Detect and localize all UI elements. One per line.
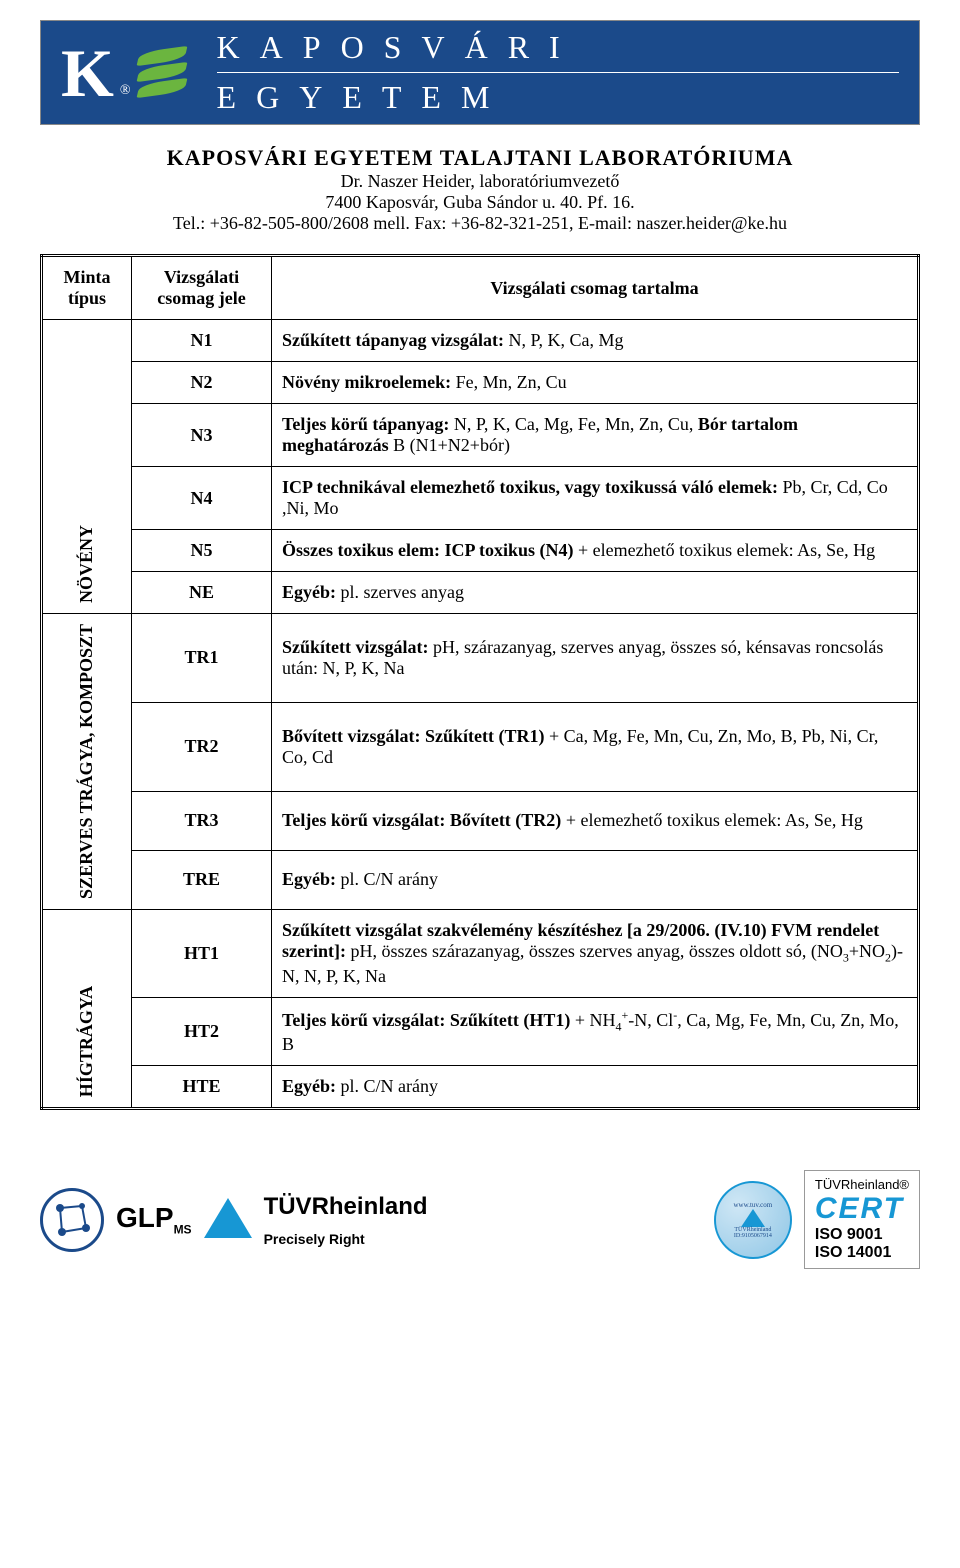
tuv-text-block: TÜVRheinland Precisely Right	[264, 1193, 428, 1247]
cert-label: CERT	[815, 1192, 909, 1226]
stamp-url: www.tuv.com	[733, 1201, 772, 1209]
lab-contact: Tel.: +36-82-505-800/2608 mell. Fax: +36…	[40, 213, 920, 234]
package-code: TR1	[132, 614, 272, 703]
package-code: TR2	[132, 702, 272, 791]
cert-iso1: ISO 9001	[815, 1226, 909, 1244]
package-description: ICP technikával elemezhető toxikus, vagy…	[272, 467, 919, 530]
package-code: HT2	[132, 997, 272, 1066]
group-label: NÖVÉNY	[42, 320, 132, 614]
tuv-triangle-icon	[204, 1198, 252, 1238]
logo-letter: K	[61, 39, 114, 107]
package-description: Teljes körű vizsgálat: Szűkített (HT1) +…	[272, 997, 919, 1066]
analysis-table: Minta típus Vizsgálati csomag jele Vizsg…	[40, 254, 920, 1110]
tuv-name: TÜVRheinland	[264, 1193, 428, 1221]
table-row: N2Növény mikroelemek: Fe, Mn, Zn, Cu	[42, 362, 919, 404]
package-code: HTE	[132, 1066, 272, 1109]
th-code: Vizsgálati csomag jele	[132, 256, 272, 320]
tuv-stamp-icon: www.tuv.com TÜVRheinland ID:9105067914	[714, 1181, 792, 1259]
banner-separator	[217, 72, 899, 73]
th-content: Vizsgálati csomag tartalma	[272, 256, 919, 320]
table-row: NÖVÉNYN1Szűkített tápanyag vizsgálat: N,…	[42, 320, 919, 362]
package-code: N4	[132, 467, 272, 530]
ke-logo: K ®	[61, 39, 187, 107]
table-row: TR3Teljes körű vizsgálat: Bővített (TR2)…	[42, 791, 919, 850]
cert-iso2: ISO 14001	[815, 1244, 909, 1262]
table-row: NEEgyéb: pl. szerves anyag	[42, 572, 919, 614]
tuv-triangle-block	[204, 1198, 252, 1242]
glp-label: GLP	[116, 1202, 174, 1233]
th-type: Minta típus	[42, 256, 132, 320]
lab-person: Dr. Naszer Heider, laboratóriumvezető	[40, 171, 920, 192]
package-description: Bővített vizsgálat: Szűkített (TR1) + Ca…	[272, 702, 919, 791]
glp-seal-icon	[40, 1188, 104, 1252]
package-description: Egyéb: pl. C/N arány	[272, 1066, 919, 1109]
table-row: SZERVES TRÁGYA, KOMPOSZTTR1Szűkített viz…	[42, 614, 919, 703]
table-row: N5Összes toxikus elem: ICP toxikus (N4) …	[42, 530, 919, 572]
table-row: N4ICP technikával elemezhető toxikus, va…	[42, 467, 919, 530]
letterhead: KAPOSVÁRI EGYETEM TALAJTANI LABORATÓRIUM…	[40, 145, 920, 234]
table-row: TR2Bővített vizsgálat: Szűkített (TR1) +…	[42, 702, 919, 791]
table-row: N3Teljes körű tápanyag: N, P, K, Ca, Mg,…	[42, 404, 919, 467]
package-code: N1	[132, 320, 272, 362]
package-code: N3	[132, 404, 272, 467]
banner-text: KAPOSVÁRI EGYETEM	[217, 29, 899, 116]
package-description: Egyéb: pl. szerves anyag	[272, 572, 919, 614]
lab-title: KAPOSVÁRI EGYETEM TALAJTANI LABORATÓRIUM…	[40, 145, 920, 171]
registered-mark: ®	[120, 83, 131, 99]
table-row: HTEEgyéb: pl. C/N arány	[42, 1066, 919, 1109]
package-code: HT1	[132, 909, 272, 997]
footer-left: GLPMS TÜVRheinland Precisely Right	[40, 1188, 428, 1252]
package-description: Szűkített vizsgálat szakvélemény készíté…	[272, 909, 919, 997]
package-code: TR3	[132, 791, 272, 850]
tuv-tagline: Precisely Right	[264, 1231, 428, 1247]
table-row: HT2Teljes körű vizsgálat: Szűkített (HT1…	[42, 997, 919, 1066]
group-label: SZERVES TRÁGYA, KOMPOSZT	[42, 614, 132, 910]
cert-brand: TÜVRheinland®	[815, 1177, 909, 1192]
table-header-row: Minta típus Vizsgálati csomag jele Vizsg…	[42, 256, 919, 320]
package-description: Teljes körű vizsgálat: Bővített (TR2) + …	[272, 791, 919, 850]
stamp-id: ID:9105067914	[734, 1233, 772, 1239]
banner-line-2: EGYETEM	[217, 79, 899, 116]
table-row: TREEgyéb: pl. C/N arány	[42, 850, 919, 909]
banner-line-1: KAPOSVÁRI	[217, 29, 899, 66]
package-code: N5	[132, 530, 272, 572]
package-code: N2	[132, 362, 272, 404]
lab-address: 7400 Kaposvár, Guba Sándor u. 40. Pf. 16…	[40, 192, 920, 213]
cert-box: TÜVRheinland® CERT ISO 9001 ISO 14001	[804, 1170, 920, 1269]
university-banner: K ® KAPOSVÁRI EGYETEM	[40, 20, 920, 125]
package-code: NE	[132, 572, 272, 614]
glp-text: GLPMS	[116, 1202, 192, 1237]
package-code: TRE	[132, 850, 272, 909]
footer-logos: GLPMS TÜVRheinland Precisely Right www.t…	[40, 1170, 920, 1269]
leaf-icon	[137, 43, 187, 103]
footer-right: www.tuv.com TÜVRheinland ID:9105067914 T…	[714, 1170, 920, 1269]
package-description: Növény mikroelemek: Fe, Mn, Zn, Cu	[272, 362, 919, 404]
package-description: Összes toxikus elem: ICP toxikus (N4) + …	[272, 530, 919, 572]
group-label: HÍGTRÁGYA	[42, 909, 132, 1108]
package-description: Egyéb: pl. C/N arány	[272, 850, 919, 909]
package-description: Szűkített vizsgálat: pH, szárazanyag, sz…	[272, 614, 919, 703]
package-description: Teljes körű tápanyag: N, P, K, Ca, Mg, F…	[272, 404, 919, 467]
package-description: Szűkített tápanyag vizsgálat: N, P, K, C…	[272, 320, 919, 362]
table-row: HÍGTRÁGYAHT1Szűkített vizsgálat szakvéle…	[42, 909, 919, 997]
